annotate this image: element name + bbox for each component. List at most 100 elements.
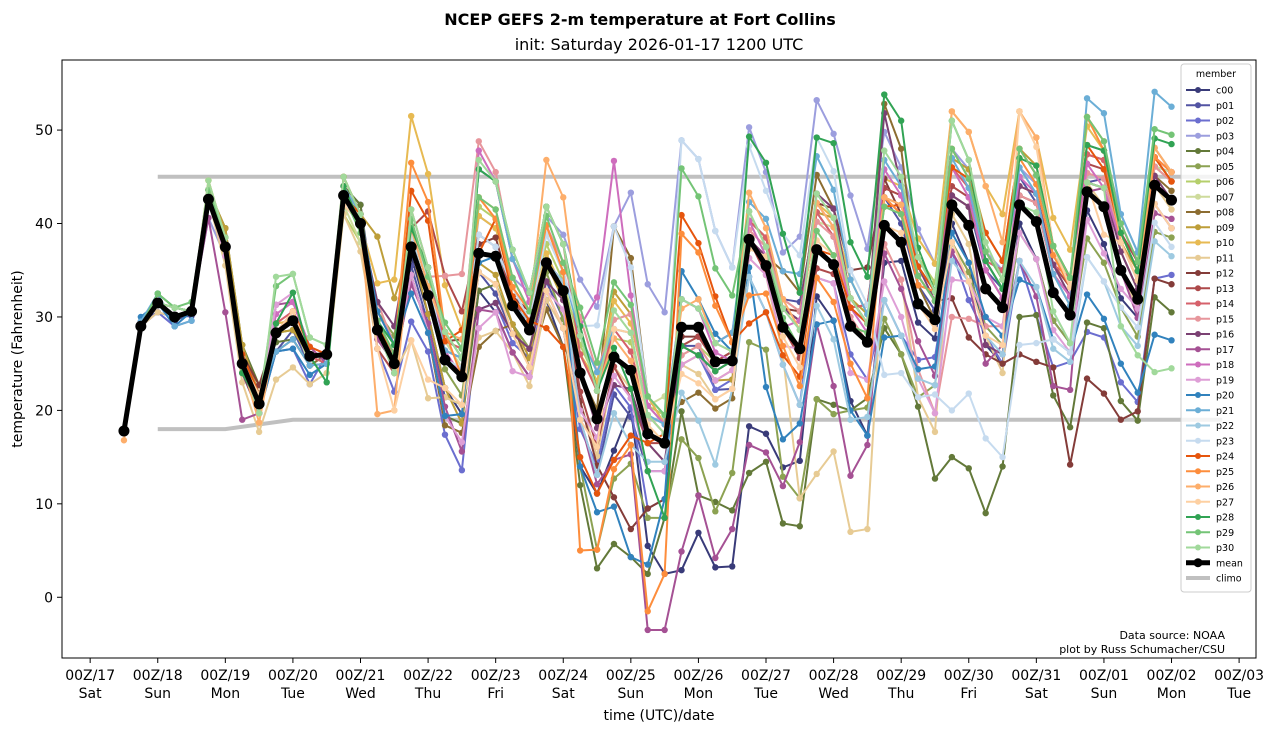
member-point [762, 159, 770, 166]
member-point [627, 189, 635, 196]
member-point [1117, 295, 1125, 302]
member-point [644, 467, 651, 475]
member-point [881, 334, 888, 341]
member-point [729, 292, 736, 299]
member-point [729, 385, 736, 393]
legend-swatch-marker [1195, 239, 1201, 246]
member-point [745, 469, 753, 477]
mean-point [152, 297, 164, 309]
mean-point [507, 300, 519, 312]
member-point [306, 381, 314, 388]
member-point [813, 227, 820, 235]
legend-item-p12: p12 [1186, 269, 1234, 280]
member-point [492, 178, 499, 185]
member-point [306, 334, 314, 341]
member-point [982, 341, 989, 349]
member-point [1100, 138, 1108, 145]
mean-point [726, 355, 738, 367]
member-point [593, 471, 601, 479]
member-point [610, 540, 618, 548]
y-tick-label: 40 [35, 217, 53, 233]
member-point [458, 448, 466, 455]
member-point [1134, 305, 1141, 312]
member-point [931, 475, 939, 482]
mean-point [456, 371, 468, 383]
member-point [1100, 240, 1108, 248]
legend-swatch-marker [1195, 148, 1201, 154]
member-point [644, 439, 651, 447]
member-point [762, 449, 770, 456]
member-point [779, 436, 787, 443]
legend-swatch-marker [1195, 132, 1201, 139]
legend-label: climo [1216, 574, 1242, 585]
member-point [745, 133, 753, 140]
member-point [965, 390, 972, 397]
member-point [424, 329, 432, 337]
member-point [255, 428, 263, 436]
member-point [576, 304, 584, 311]
member-point [965, 259, 972, 266]
member-point [982, 182, 989, 190]
plot-frame [61, 59, 1257, 659]
legend-swatch-marker [1195, 361, 1201, 368]
member-point [576, 332, 584, 339]
member-point [999, 463, 1006, 470]
member-point [1168, 253, 1175, 260]
member-point [965, 278, 972, 285]
member-point [847, 472, 854, 479]
member-point [644, 393, 651, 400]
member-point [1117, 360, 1125, 367]
member-point [289, 336, 297, 343]
member-point [796, 289, 804, 296]
member-point [695, 389, 702, 396]
member-point [475, 231, 482, 238]
legend-item-p21: p21 [1186, 406, 1234, 417]
legend-label: p27 [1216, 497, 1234, 508]
member-point [661, 514, 668, 522]
member-point [695, 155, 702, 163]
member-point [610, 456, 618, 464]
x-tick-label-time: 00Z/22 [403, 668, 453, 684]
member-point [509, 246, 516, 253]
member-point [661, 309, 668, 316]
member-point [576, 547, 584, 554]
legend-item-p19: p19 [1186, 375, 1234, 386]
mean-point [574, 367, 586, 379]
member-point [881, 147, 888, 154]
member-point [779, 361, 787, 368]
member-point [1033, 143, 1040, 151]
member-point [965, 156, 972, 164]
member-point [374, 233, 381, 240]
member-point [914, 403, 922, 410]
member-point [509, 255, 516, 263]
legend-item-p20: p20 [1186, 391, 1234, 402]
member-point [391, 276, 398, 283]
member-point [627, 292, 635, 299]
member-point [627, 385, 635, 393]
member-point [897, 229, 905, 237]
x-tick-label-time: 00Z/28 [809, 668, 859, 684]
member-point [695, 193, 702, 200]
member-point [543, 324, 550, 332]
member-point [593, 443, 601, 451]
legend-label: p04 [1216, 147, 1234, 158]
member-point [762, 290, 770, 297]
member-point [830, 252, 837, 259]
member-point [712, 265, 719, 272]
x-tick-label-day: Mon [211, 686, 241, 702]
member-point [610, 466, 618, 473]
mean-point [1064, 309, 1076, 321]
member-point [1016, 257, 1023, 265]
mean-point [388, 358, 400, 370]
member-point [999, 239, 1006, 246]
member-point [1168, 271, 1175, 279]
member-point [982, 257, 989, 265]
member-point [255, 419, 263, 426]
legend-item-p17: p17 [1186, 345, 1234, 356]
member-point [576, 463, 584, 470]
member-point [1050, 214, 1057, 222]
mean-point [828, 259, 840, 271]
mean-point [422, 289, 434, 301]
x-tick-label-day: Fri [487, 686, 504, 702]
member-point [407, 159, 415, 166]
